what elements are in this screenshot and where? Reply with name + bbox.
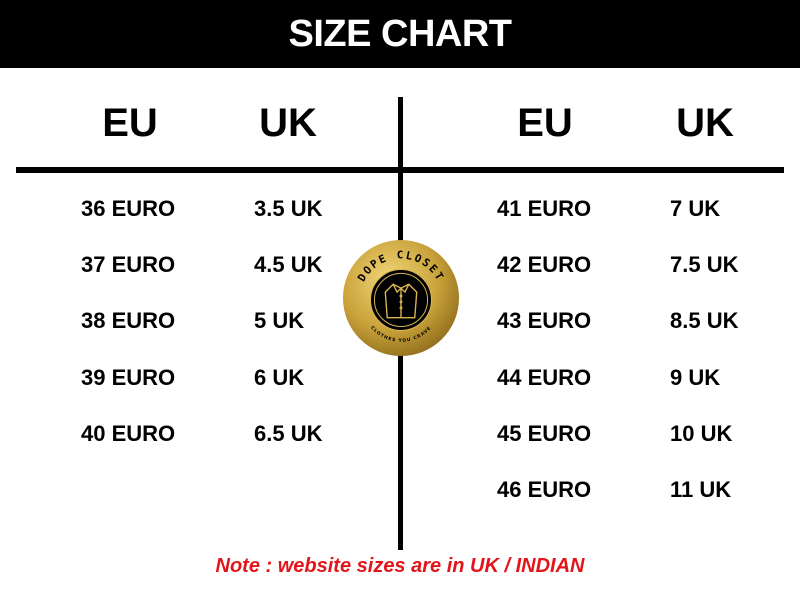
note-text: Note : website sizes are in UK / INDIAN xyxy=(215,555,585,577)
right-eu-size: 42 EURO xyxy=(497,252,592,277)
left-eu-size: 38 EURO xyxy=(81,308,176,333)
left-eu-size: 36 EURO xyxy=(81,196,176,221)
left-eu-size: 37 EURO xyxy=(81,252,176,277)
right-eu-size: 44 EURO xyxy=(497,365,592,390)
right-uk-size: 9 UK xyxy=(670,365,721,390)
header-right-eu: EU xyxy=(517,101,573,145)
header-right-uk: UK xyxy=(676,101,734,145)
right-uk-size: 10 UK xyxy=(670,421,733,446)
right-eu-size: 45 EURO xyxy=(497,421,592,446)
left-uk-size: 6 UK xyxy=(254,365,305,390)
header-left-uk: UK xyxy=(259,101,317,145)
left-uk-size: 6.5 UK xyxy=(254,421,323,446)
right-uk-size: 11 UK xyxy=(670,477,732,502)
left-eu-size: 40 EURO xyxy=(81,421,176,446)
left-uk-size: 3.5 UK xyxy=(254,196,323,221)
left-uk-size: 5 UK xyxy=(254,308,305,333)
dope-closet-logo: DOPE CLOSET CLOTHES YOU CRAVE xyxy=(342,239,460,357)
left-eu-size: 39 EURO xyxy=(81,365,176,390)
right-eu-size: 43 EURO xyxy=(497,308,592,333)
shirt-icon xyxy=(384,283,418,319)
page-title: SIZE CHART xyxy=(0,0,800,68)
right-uk-size: 7.5 UK xyxy=(670,252,739,277)
right-eu-size: 46 EURO xyxy=(497,477,592,502)
header-left-eu: EU xyxy=(102,101,158,145)
right-eu-size: 41 EURO xyxy=(497,196,592,221)
right-uk-size: 8.5 UK xyxy=(670,308,739,333)
left-uk-size: 4.5 UK xyxy=(254,252,323,277)
right-uk-size: 7 UK xyxy=(670,196,721,221)
